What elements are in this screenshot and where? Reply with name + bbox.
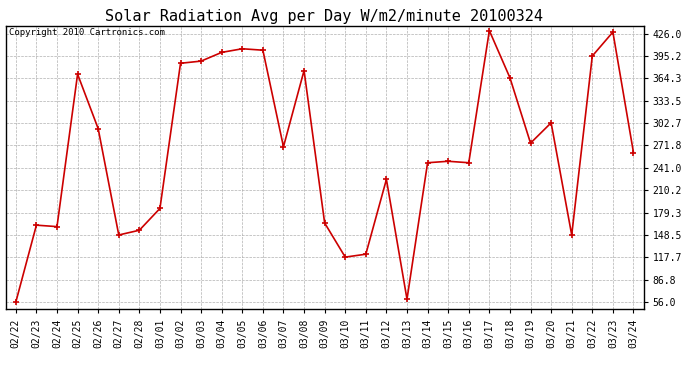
Text: Solar Radiation Avg per Day W/m2/minute 20100324: Solar Radiation Avg per Day W/m2/minute … [106,9,543,24]
Text: Copyright 2010 Cartronics.com: Copyright 2010 Cartronics.com [9,28,165,37]
